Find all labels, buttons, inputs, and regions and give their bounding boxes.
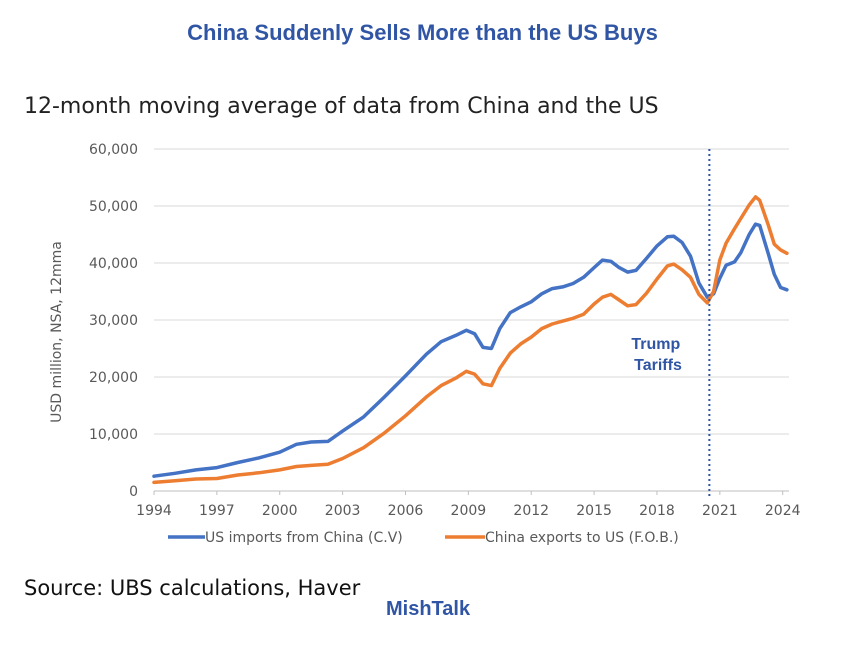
x-tick-label: 2009 xyxy=(451,503,487,519)
chart-subtitle: 12-month moving average of data from Chi… xyxy=(24,94,659,119)
x-tick-label: 2024 xyxy=(765,503,801,519)
brand-label: MishTalk xyxy=(386,598,471,620)
x-tick-label: 2018 xyxy=(639,503,675,519)
y-tick-label: 60,000 xyxy=(89,142,138,158)
annotation-line-1: Trump xyxy=(631,336,680,353)
x-tick-label: 2012 xyxy=(513,503,549,519)
y-tick-label: 50,000 xyxy=(89,199,138,215)
x-tick-label: 2021 xyxy=(702,503,738,519)
legend-label-us-imports: US imports from China (C.V) xyxy=(205,530,403,546)
gridlines xyxy=(154,148,789,492)
y-tick-label: 10,000 xyxy=(89,427,138,443)
x-tick-label: 2000 xyxy=(262,503,298,519)
y-tick-label: 20,000 xyxy=(89,370,138,386)
x-tick-label: 2003 xyxy=(325,503,361,519)
y-tick-label: 40,000 xyxy=(89,256,138,272)
x-axis-tick-labels: 1994 1997 2000 2003 2006 2009 2012 2015 2018 2021… xyxy=(136,491,801,519)
y-tick-label: 30,000 xyxy=(89,313,138,329)
annotation-text: Trump Tariffs xyxy=(631,336,684,374)
annotation-line-2: Tariffs xyxy=(634,357,682,374)
line-chart: 0 10,000 20,000 30,000 40,000 50,000 60,000 19… xyxy=(49,142,801,546)
series-line-us-imports xyxy=(152,222,789,478)
x-tick-label: 2006 xyxy=(388,503,424,519)
legend-label-china-exports: China exports to US (F.O.B.) xyxy=(485,530,679,546)
chart-title: China Suddenly Sells More than the US Bu… xyxy=(187,20,658,45)
series-line-china-exports xyxy=(152,195,789,485)
source-note: Source: UBS calculations, Haver xyxy=(24,576,361,600)
y-tick-label: 0 xyxy=(129,484,138,500)
x-tick-label: 1997 xyxy=(199,503,235,519)
y-axis-tick-labels: 0 10,000 20,000 30,000 40,000 50,000 60,000 xyxy=(89,142,138,500)
x-tick-label: 2015 xyxy=(576,503,612,519)
trump-tariffs-annotation: Trump Tariffs xyxy=(631,149,711,496)
x-tick-label: 1994 xyxy=(136,503,172,519)
y-axis-label: USD million, NSA, 12mma xyxy=(49,241,65,423)
series-lines xyxy=(152,195,789,485)
legend: US imports from China (C.V) China export… xyxy=(168,530,679,546)
